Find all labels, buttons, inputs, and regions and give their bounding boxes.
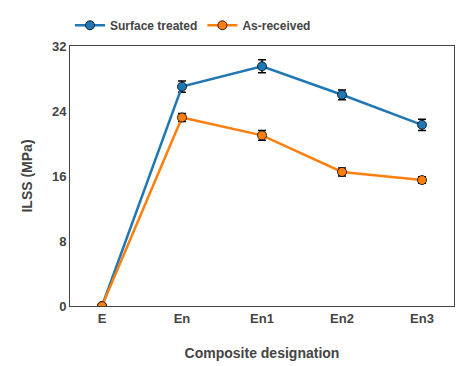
svg-text:En2: En2	[330, 311, 354, 326]
svg-text:En: En	[174, 311, 191, 326]
svg-text:Surface treated: Surface treated	[110, 19, 197, 33]
svg-text:0: 0	[59, 299, 66, 314]
svg-text:Composite designation: Composite designation	[185, 345, 340, 361]
svg-text:E: E	[98, 311, 107, 326]
svg-text:En3: En3	[410, 311, 434, 326]
svg-text:32: 32	[52, 39, 66, 54]
svg-text:24: 24	[52, 104, 67, 119]
svg-text:En1: En1	[250, 311, 274, 326]
svg-text:16: 16	[52, 169, 66, 184]
svg-text:8: 8	[59, 234, 66, 249]
svg-text:As-received: As-received	[242, 19, 310, 33]
svg-text:ILSS (MPa): ILSS (MPa)	[19, 139, 35, 212]
